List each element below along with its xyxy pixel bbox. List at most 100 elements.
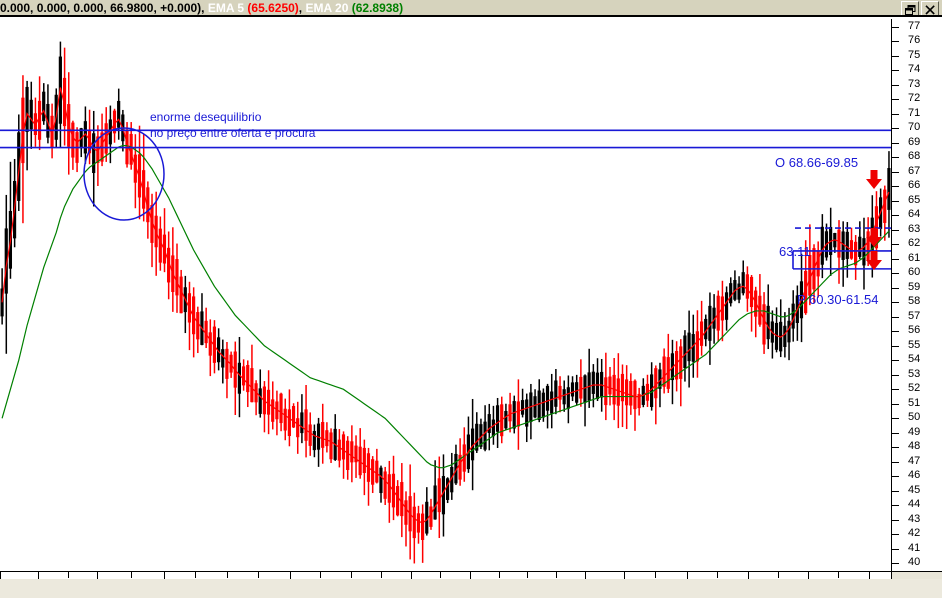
price-plot-area[interactable]: enorme desequilibrio no preço entre ofer… [0,19,891,571]
price-tick-label: 51 [908,397,921,409]
price-tick-label: 46 [908,469,921,481]
price-tick [892,534,899,535]
close-icon [924,4,935,15]
price-tick-label: 47 [908,455,921,467]
price-tick [892,389,899,390]
price-tick-label: 57 [908,310,921,322]
price-tick [892,476,899,477]
price-tick [892,331,899,332]
price-tick [892,41,899,42]
price-tick [892,230,899,231]
price-tick-label: 73 [908,78,921,90]
price-tick-label: 56 [908,324,921,336]
chart-canvas [0,41,891,564]
price-tick [892,317,899,318]
price-tick [892,302,899,303]
price-tick-label: 64 [908,208,921,220]
price-tick-label: 72 [908,92,921,104]
price-tick-label: 70 [908,121,921,133]
price-tick [892,114,899,115]
price-tick [892,491,899,492]
price-tick [892,433,899,434]
price-tick-label: 75 [908,49,921,61]
price-tick-label: 76 [908,34,921,46]
support-zone-label: P 60.30-61.54 [797,292,879,307]
price-tick [892,70,899,71]
price-tick-label: 54 [908,353,921,365]
date-minor-tick [556,572,557,578]
price-tick-label: 65 [908,194,921,206]
price-tick-label: 42 [908,527,921,539]
price-tick [892,505,899,506]
price-tick-label: 74 [908,63,921,75]
date-minor-tick [131,572,132,578]
price-tick-label: 52 [908,382,921,394]
price-tick-label: 77 [908,20,921,32]
price-tick [892,360,899,361]
price-tick-label: 48 [908,440,921,452]
date-minor-tick [527,572,528,578]
price-tick-label: 69 [908,136,921,148]
highlight-ellipse [83,127,165,221]
date-minor-tick [68,572,69,578]
date-minor-tick [381,572,382,578]
price-tick-label: 43 [908,513,921,525]
date-minor-tick [717,572,718,578]
price-tick-label: 41 [908,542,921,554]
separator-2: , [298,1,306,15]
price-tick [892,549,899,550]
price-tick [892,418,899,419]
window-bottom-strip [0,579,942,598]
restore-window-button[interactable] [901,1,919,15]
restore-icon [904,4,915,15]
price-tick-label: 68 [908,150,921,162]
price-tick-label: 66 [908,179,921,191]
price-tick [892,128,899,129]
price-tick-label: 50 [908,411,921,423]
date-minor-tick [440,572,441,578]
ema20-label: EMA 20 [305,1,349,15]
price-axis[interactable]: 77 76 75 74 73 72 71 70 69 68 67 66 65 64 63 62 61 60 59 58… [891,19,942,571]
price-tick [892,215,899,216]
close-window-button[interactable] [921,1,939,15]
ema20-line [1,144,890,469]
price-tick-label: 67 [908,165,921,177]
horizontal-level-lines [0,129,891,270]
date-minor-tick [778,572,779,578]
price-tick [892,27,899,28]
ohlc-readout: (0.000, 0.000, 0.000, 66.9800, +0.000) [0,1,202,15]
separator-1: , [201,1,208,15]
price-tick [892,346,899,347]
price-tick [892,172,899,173]
date-minor-tick [195,572,196,578]
price-tick-label: 58 [908,295,921,307]
price-tick-label: 61 [908,252,921,264]
date-minor-tick [351,572,352,578]
price-tick-label: 53 [908,368,921,380]
price-tick-label: 45 [908,484,921,496]
price-tick [892,462,899,463]
ema5-line [1,87,890,524]
price-tick-label: 71 [908,107,921,119]
ema20-value: (62.8938) [351,1,404,15]
price-tick [892,99,899,100]
price-tick-label: 62 [908,237,921,249]
chart-container: enorme desequilibrio no preço entre ofer… [0,19,942,598]
price-tick [892,375,899,376]
price-tick-label: 40 [908,556,921,568]
price-tick [892,157,899,158]
price-tick [892,186,899,187]
price-tick [892,288,899,289]
price-tick [892,259,899,260]
date-minor-tick [258,572,259,578]
pivot-level-label: 63.11 [779,244,811,259]
date-minor-tick [655,572,656,578]
resistance-zone-label: O 68.66-69.85 [775,155,859,170]
price-tick [892,520,899,521]
date-minor-tick [499,572,500,578]
price-tick-label: 44 [908,498,921,510]
price-tick [892,56,899,57]
price-tick-label: 49 [908,426,921,438]
date-minor-tick [227,572,228,578]
annotation-note-line1: enorme desequilibrio [150,110,262,124]
